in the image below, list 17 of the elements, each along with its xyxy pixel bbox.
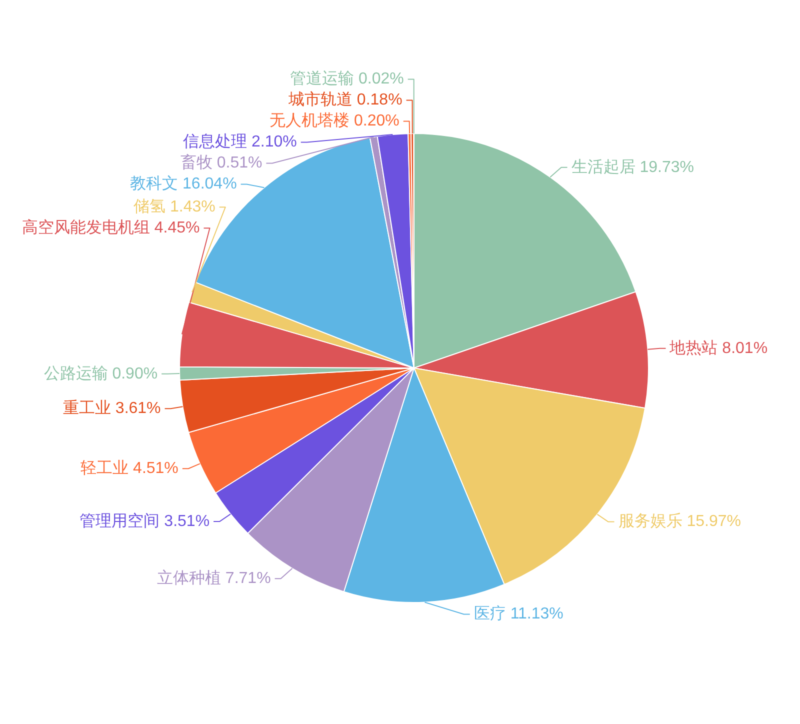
slice-label: 医疗 11.13% bbox=[474, 604, 564, 623]
slice-label: 地热站 8.01% bbox=[668, 338, 768, 357]
slice-label: 生活起居 19.73% bbox=[571, 158, 694, 176]
slice-label: 管理用空间 3.51% bbox=[80, 512, 210, 530]
slice-label: 储氢 1.43% bbox=[134, 198, 216, 216]
slice-label: 信息处理 2.10% bbox=[183, 132, 297, 151]
slice-label: 服务娱乐 15.97% bbox=[618, 512, 741, 530]
slice-label: 立体种植 7.71% bbox=[156, 569, 271, 588]
slice-label: 轻工业 4.51% bbox=[80, 459, 178, 478]
slice-label: 高空风能发电机组 4.45% bbox=[22, 218, 200, 237]
slice-label: 公路运输 0.90% bbox=[44, 364, 158, 382]
slice-label: 畜牧 0.51% bbox=[180, 154, 262, 172]
slice-label: 重工业 3.61% bbox=[62, 398, 161, 417]
slice-label: 教科文 16.04% bbox=[130, 174, 237, 193]
slice-label: 无人机塔楼 0.20% bbox=[270, 112, 400, 130]
slice-label: 城市轨道 0.18% bbox=[287, 90, 402, 109]
slice-label: 管道运输 0.02% bbox=[290, 70, 404, 88]
